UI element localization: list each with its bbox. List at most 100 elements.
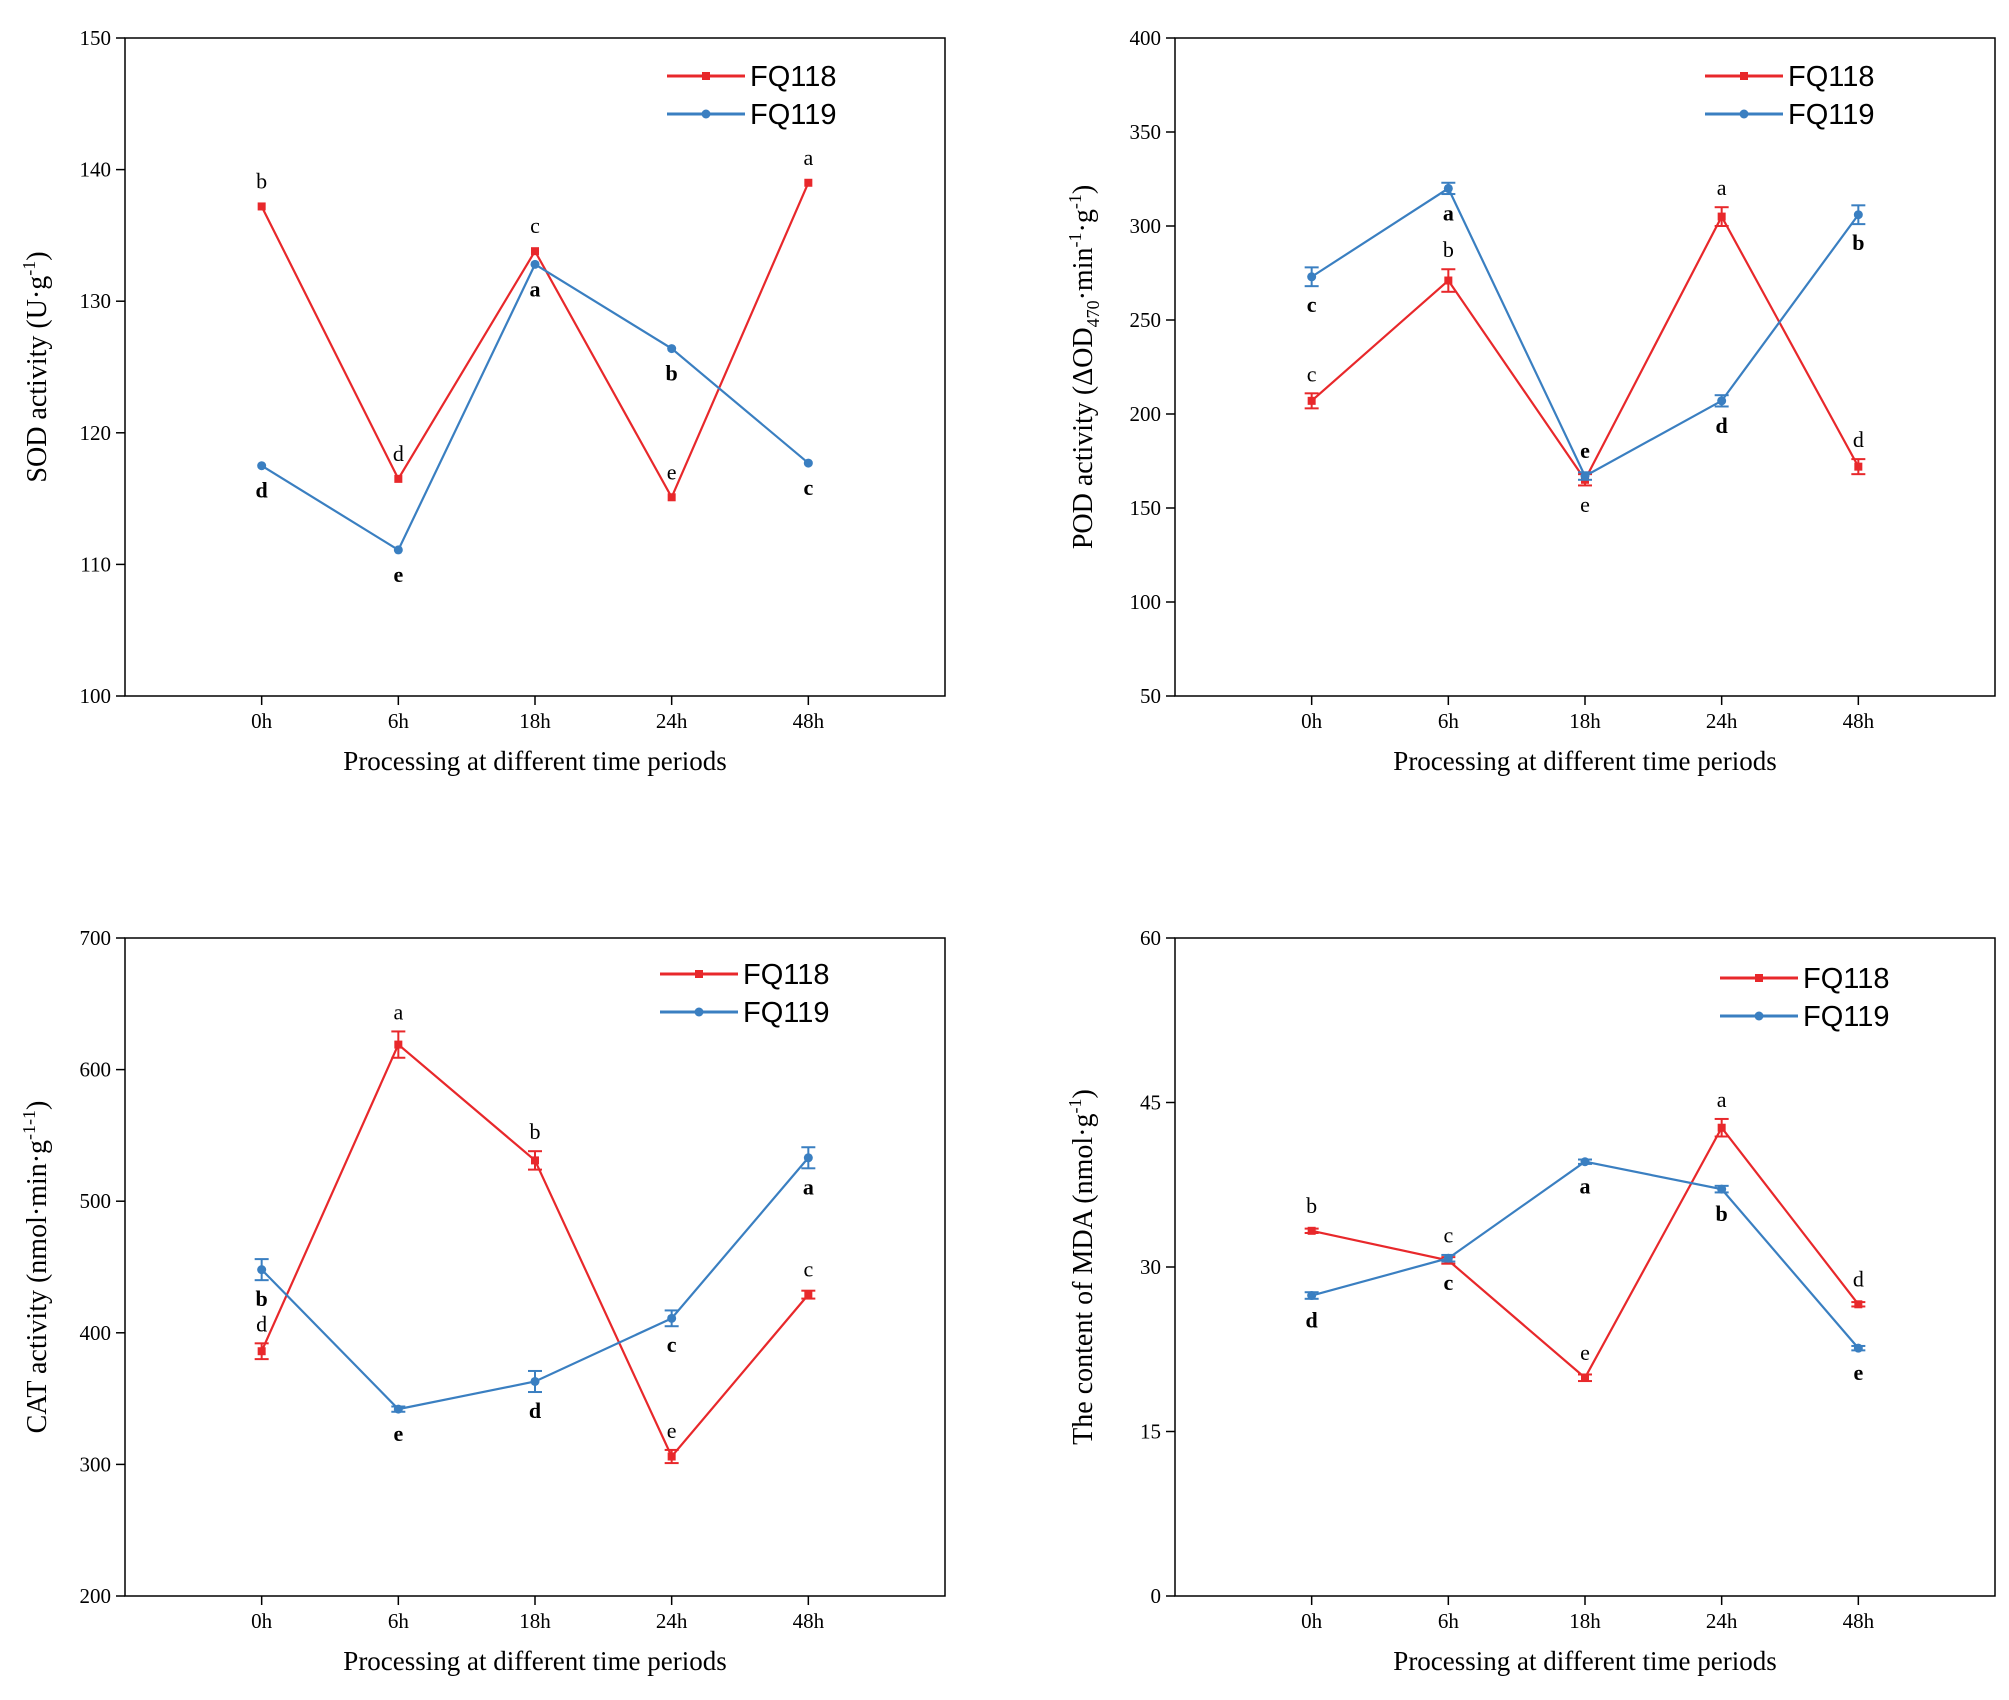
legend: FQ118 FQ119: [1705, 61, 1875, 131]
data-point: [531, 247, 539, 256]
legend-label-fq119: FQ119: [750, 99, 837, 131]
legend: FQ118 FQ119: [1720, 963, 1890, 1033]
x-tick-label: 24h: [1706, 1609, 1738, 1633]
data-point: [804, 178, 813, 187]
significance-letter: d: [1853, 1266, 1864, 1291]
data-point: [1854, 462, 1863, 471]
data-point: [531, 1156, 539, 1165]
x-tick-label: 6h: [388, 709, 410, 733]
y-axis-label: SOD activity (U·g-1): [19, 251, 53, 482]
significance-letter: b: [1852, 230, 1864, 255]
series-fq119: b e d c a: [254, 1146, 816, 1446]
legend-marker: [694, 1007, 704, 1017]
legend-label-fq118: FQ118: [743, 959, 830, 991]
data-point: [257, 1347, 266, 1356]
y-tick-label: 50: [1140, 684, 1161, 708]
data-point: [803, 1153, 813, 1163]
significance-letter: d: [256, 1311, 267, 1336]
significance-letter: e: [1853, 1360, 1863, 1385]
x-tick-label: 0h: [251, 1609, 273, 1633]
significance-letter: d: [1716, 413, 1728, 438]
x-tick-label: 48h: [793, 709, 825, 733]
significance-letter: c: [667, 1332, 677, 1357]
x-tick-label: 24h: [1706, 709, 1738, 733]
y-tick-label: 130: [80, 289, 112, 313]
x-tick-label: 0h: [1301, 1609, 1323, 1633]
significance-letter: b: [530, 1119, 541, 1144]
y-tick-label: 60: [1140, 926, 1161, 950]
y-tick-label: 100: [80, 684, 112, 708]
data-point: [1307, 1226, 1316, 1235]
significance-letter: a: [1717, 175, 1727, 200]
series-fq118: b d c e a: [256, 145, 813, 502]
x-tick-label: 48h: [793, 1609, 825, 1633]
series-fq119: c a e d b: [1304, 181, 1866, 481]
data-point: [394, 474, 403, 483]
legend-label-fq119: FQ119: [1803, 1001, 1890, 1033]
series-fq119: d c a b e: [1304, 1157, 1866, 1385]
data-point: [257, 202, 266, 211]
legend-label-fq118: FQ118: [1788, 61, 1875, 93]
x-tick-label: 24h: [656, 1609, 688, 1633]
y-tick-label: 700: [80, 926, 112, 950]
legend: FQ118 FQ119: [667, 61, 837, 131]
data-point: [1444, 276, 1453, 285]
significance-letter: b: [1716, 1201, 1728, 1226]
legend-marker: [1739, 109, 1749, 119]
significance-letter: a: [1580, 1174, 1591, 1199]
y-tick-label: 250: [1130, 308, 1162, 332]
legend-label-fq119: FQ119: [1788, 99, 1875, 131]
significance-letter: b: [256, 1286, 268, 1311]
data-point: [804, 1290, 813, 1299]
data-point: [1853, 210, 1863, 220]
x-tick-label: 0h: [1301, 709, 1323, 733]
significance-letter: e: [393, 562, 403, 587]
data-point: [530, 259, 540, 269]
significance-letter: a: [803, 145, 813, 170]
series-fq119: d e a b c: [256, 259, 813, 587]
significance-letter: c: [803, 1257, 813, 1282]
data-point: [393, 1404, 403, 1414]
legend-marker: [701, 109, 711, 119]
significance-letter: d: [256, 478, 268, 503]
y-tick-label: 150: [1130, 496, 1162, 520]
significance-letter: a: [803, 1174, 814, 1199]
y-tick-label: 0: [1151, 1584, 1162, 1608]
data-point: [1307, 1291, 1317, 1301]
significance-letter: a: [530, 276, 541, 301]
series-line: [260, 1042, 810, 1459]
significance-letter: e: [393, 1421, 403, 1446]
significance-letter: c: [1307, 361, 1317, 386]
y-tick-label: 150: [80, 26, 112, 50]
y-tick-label: 300: [1130, 214, 1162, 238]
y-tick-label: 500: [80, 1189, 112, 1213]
significance-letter: e: [1580, 438, 1590, 463]
significance-letter: b: [256, 168, 267, 193]
x-axis-label: Processing at different time periods: [343, 746, 726, 776]
y-tick-label: 300: [80, 1452, 112, 1476]
x-tick-label: 18h: [519, 1609, 551, 1633]
data-point: [1307, 396, 1316, 405]
significance-letter: d: [1306, 1308, 1318, 1333]
significance-letter: d: [529, 1398, 541, 1423]
significance-letter: d: [393, 441, 404, 466]
data-point: [1580, 1157, 1590, 1167]
significance-letter: c: [803, 475, 813, 500]
plot-frame: [124, 937, 946, 1597]
significance-letter: e: [667, 459, 677, 484]
data-point: [667, 493, 676, 502]
chart-panel-1: 100 110 120 130 140 150 0h 6h 18h 24h 48h Processin…: [19, 26, 946, 776]
significance-letter: c: [1443, 1270, 1453, 1295]
x-tick-label: 18h: [519, 709, 551, 733]
significance-letter: e: [1580, 1340, 1590, 1365]
data-point: [393, 545, 403, 555]
y-tick-label: 350: [1130, 120, 1162, 144]
legend-marker: [1754, 1011, 1764, 1021]
significance-letter: c: [1443, 1222, 1453, 1247]
data-point: [257, 1265, 267, 1275]
data-point: [530, 1376, 540, 1386]
data-point: [394, 1040, 403, 1049]
series-fq118: d a b e c: [254, 999, 816, 1465]
data-point: [667, 344, 677, 354]
data-point: [1717, 1184, 1727, 1194]
